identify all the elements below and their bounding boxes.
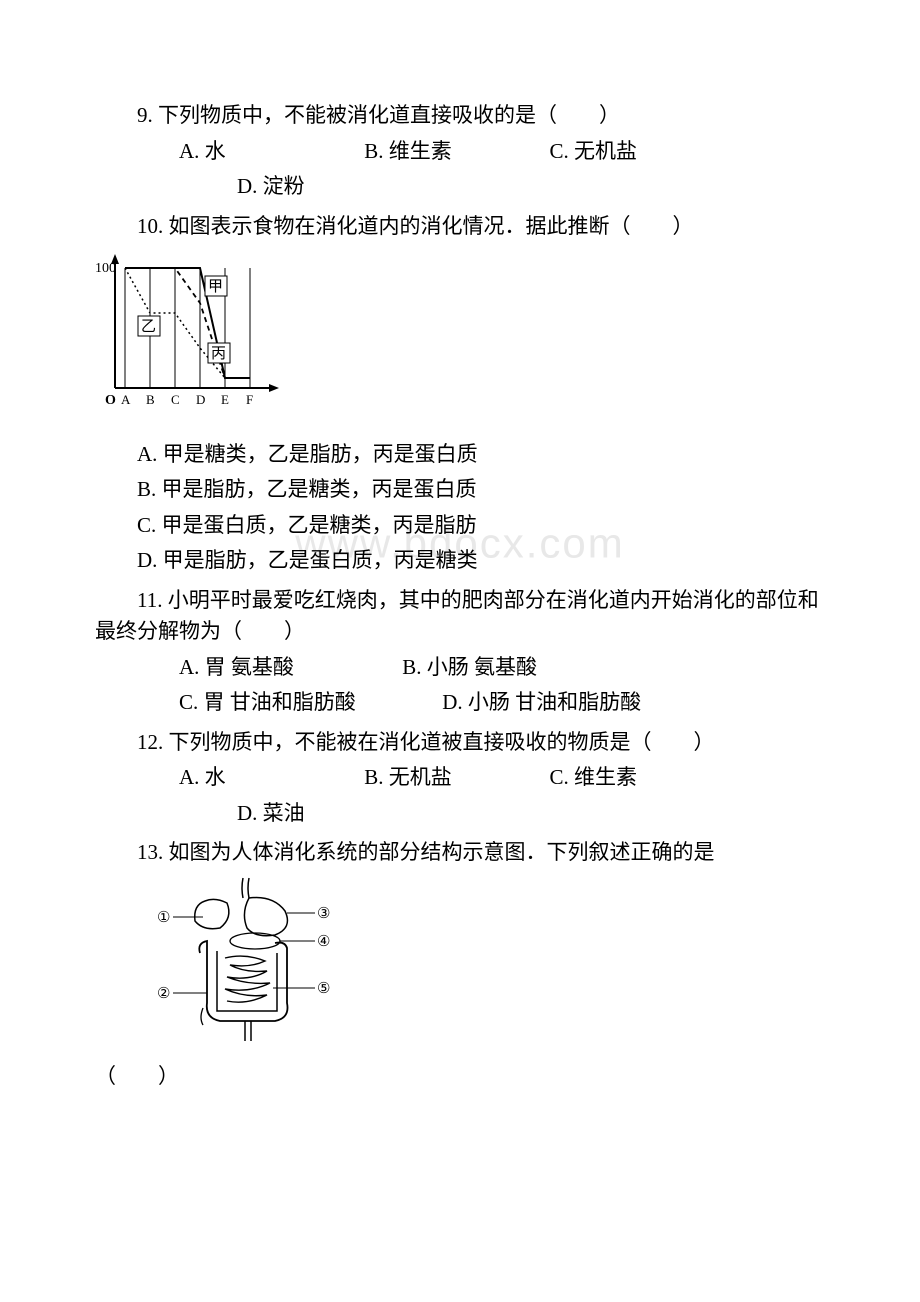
xlabel-e: E xyxy=(221,392,229,407)
q10-opt-d: D. 甲是脂肪，乙是蛋白质，丙是糖类 xyxy=(95,545,825,577)
xlabel-c: C xyxy=(171,392,180,407)
q9-opt-a: A. 水 xyxy=(137,136,317,168)
q12-opt-a: A. 水 xyxy=(137,762,317,794)
label-3: ③ xyxy=(317,906,330,922)
question-9-options-row2: D. 淀粉 xyxy=(137,171,825,203)
question-12: 12. 下列物质中，不能被在消化道被直接吸收的物质是（ ） A. 水 B. 无机… xyxy=(95,727,825,830)
q13-diagram: ① ② ③ ④ ⑤ xyxy=(155,873,825,1058)
q11-opt-c: C. 胃 甘油和脂肪酸 xyxy=(137,687,437,719)
label-jia: 甲 xyxy=(208,279,223,295)
question-11-options-row2: C. 胃 甘油和脂肪酸 D. 小肠 甘油和脂肪酸 xyxy=(95,687,825,719)
xlabel-b: B xyxy=(146,392,155,407)
xlabel-a: A xyxy=(121,392,131,407)
question-12-text: 12. 下列物质中，不能被在消化道被直接吸收的物质是（ ） xyxy=(95,727,825,759)
question-9: 9. 下列物质中，不能被消化道直接吸收的是（ ） A. 水 B. 维生素 C. … xyxy=(95,100,825,203)
digestion-chart-svg: 100 甲 乙 丙 O A B C D xyxy=(95,248,290,423)
q9-opt-c: C. 无机盐 xyxy=(508,136,688,168)
q11-opt-a: A. 胃 氨基酸 xyxy=(137,652,397,684)
q10-chart: 100 甲 乙 丙 O A B C D xyxy=(95,248,825,433)
xlabel-d: D xyxy=(196,392,205,407)
question-13-paren: （ ） xyxy=(95,1061,825,1093)
q11-opt-d: D. 小肠 甘油和脂肪酸 xyxy=(442,690,641,714)
question-9-options-row1: A. 水 B. 维生素 C. 无机盐 xyxy=(95,136,825,168)
xlabel-f: F xyxy=(246,392,253,407)
question-13-text: 13. 如图为人体消化系统的部分结构示意图．下列叙述正确的是 xyxy=(95,837,825,869)
q11-opt-b: B. 小肠 氨基酸 xyxy=(402,655,537,679)
q10-opt-a: A. 甲是糖类，乙是脂肪，丙是蛋白质 xyxy=(95,439,825,471)
q12-opt-d: D. 菜油 xyxy=(237,801,305,825)
question-11-text: 11. 小明平时最爱吃红烧肉，其中的肥肉部分在消化道内开始消化的部位和最终分解物… xyxy=(95,585,825,648)
q9-opt-d: D. 淀粉 xyxy=(237,174,305,198)
label-yi: 乙 xyxy=(141,319,156,335)
label-1: ① xyxy=(157,910,170,926)
question-9-text: 9. 下列物质中，不能被消化道直接吸收的是（ ） xyxy=(95,100,825,132)
q10-opt-c: C. 甲是蛋白质，乙是糖类，丙是脂肪 xyxy=(95,510,825,542)
label-bing: 丙 xyxy=(211,346,226,362)
digestive-system-svg: ① ② ③ ④ ⑤ xyxy=(155,873,335,1048)
origin-label: O xyxy=(105,393,116,408)
label-2: ② xyxy=(157,986,170,1002)
question-10: 10. 如图表示食物在消化道内的消化情况．据此推断（ ） 100 xyxy=(95,211,825,577)
question-11-options-row1: A. 胃 氨基酸 B. 小肠 氨基酸 xyxy=(95,652,825,684)
q12-opt-c: C. 维生素 xyxy=(508,762,688,794)
q9-opt-b: B. 维生素 xyxy=(322,136,502,168)
question-12-options-row1: A. 水 B. 无机盐 C. 维生素 xyxy=(95,762,825,794)
question-12-options-row2: D. 菜油 xyxy=(137,798,825,830)
label-5: ⑤ xyxy=(317,981,330,997)
y-max-label: 100 xyxy=(95,261,116,276)
question-13: 13. 如图为人体消化系统的部分结构示意图．下列叙述正确的是 ① xyxy=(95,837,825,1093)
q10-opt-b: B. 甲是脂肪，乙是糖类，丙是蛋白质 xyxy=(95,474,825,506)
question-10-text: 10. 如图表示食物在消化道内的消化情况．据此推断（ ） xyxy=(95,211,825,243)
question-11: 11. 小明平时最爱吃红烧肉，其中的肥肉部分在消化道内开始消化的部位和最终分解物… xyxy=(95,585,825,719)
watermark-region: www.bdocx.com C. 甲是蛋白质，乙是糖类，丙是脂肪 D. 甲是脂肪… xyxy=(95,510,825,577)
q12-opt-b: B. 无机盐 xyxy=(322,762,502,794)
label-4: ④ xyxy=(317,934,330,950)
